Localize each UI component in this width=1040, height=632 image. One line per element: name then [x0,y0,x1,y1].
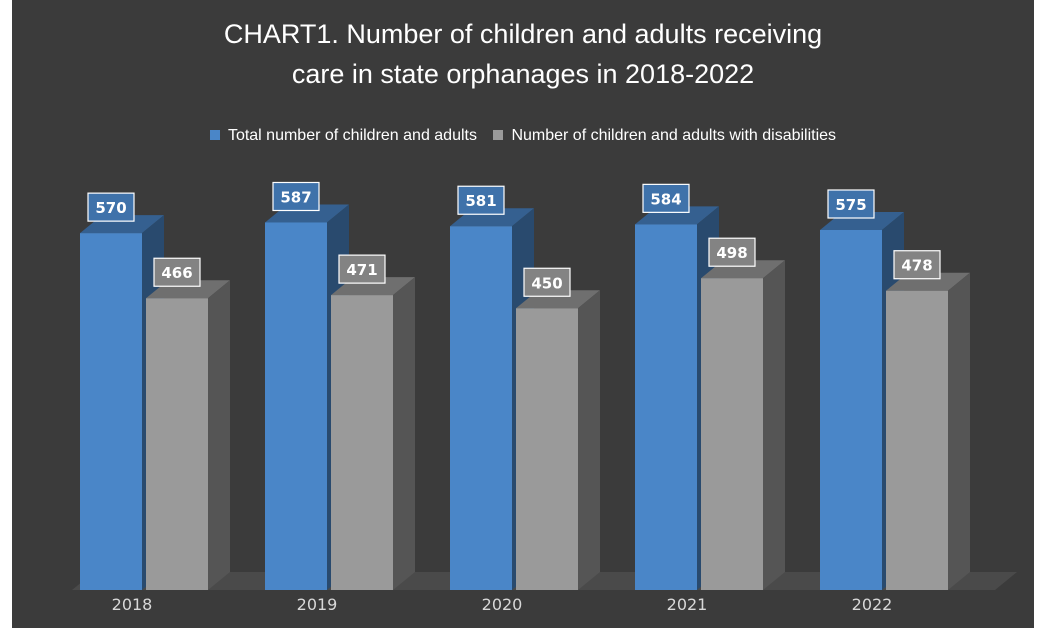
bar-side-disabilities-2021 [763,260,785,590]
data-label-disabilities-2020: 450 [531,274,562,292]
bar-disabilities-2022 [886,290,948,590]
legend-label-total: Total number of children and adults [227,127,477,144]
x-tick-label-2021: 2021 [667,595,708,614]
data-label-disabilities-2022: 478 [901,257,932,275]
bar-side-disabilities-2020 [578,290,600,590]
bar-total-2018 [80,233,142,590]
legend-label-disabilities: Number of children and adults with disab… [511,127,837,144]
data-label-box-total-2019 [272,181,320,212]
legend: Total number of children and adults Numb… [12,127,1034,145]
chart-frame: CHART1. Number of children and adults re… [12,0,1034,628]
data-label-box-total-2020 [457,185,505,215]
data-label-total-2022: 575 [835,196,866,214]
bar-disabilities-2021 [701,278,763,590]
bar-total-2022 [820,230,882,590]
legend-item-total: Total number of children and adults [209,127,477,145]
data-label-box-disabilities-2018 [153,257,201,287]
data-label-total-2018: 570 [95,199,126,217]
bar-side-disabilities-2022 [948,272,970,590]
data-label-box-total-2022 [827,189,875,219]
bar-disabilities-2020 [516,308,578,590]
plot-area: 570 466 2018 587 471 2019 581 450 2020 584 498 2021… [72,181,1017,614]
data-label-total-2020: 581 [465,192,496,210]
bar-side-disabilities-2018 [208,280,230,590]
data-label-total-2019: 587 [280,188,311,206]
legend-swatch-disabilities [493,130,504,140]
data-label-box-total-2021 [642,183,690,213]
chart-title-line-1: CHART1. Number of children and adults re… [223,19,823,49]
bar-disabilities-2019 [331,295,393,590]
data-label-disabilities-2021: 498 [716,244,747,262]
legend-swatch-total [209,130,220,140]
bar-total-2021 [635,224,697,590]
legend-item-disabilities: Number of children and adults with disab… [493,127,836,145]
data-label-box-disabilities-2022 [893,250,941,280]
bar-total-2020 [450,226,512,591]
data-label-total-2021: 584 [650,190,681,208]
data-label-disabilities-2018: 466 [161,264,192,282]
bar-total-2019 [265,222,327,591]
data-label-box-total-2018 [87,192,135,222]
data-label-disabilities-2019: 471 [346,261,377,279]
x-tick-label-2018: 2018 [112,595,153,614]
x-tick-label-2022: 2022 [852,595,893,614]
x-tick-label-2020: 2020 [482,595,523,614]
chart-title-line-2: care in state orphanages in 2018-2022 [291,59,755,89]
x-tick-label-2019: 2019 [297,595,338,614]
data-label-box-disabilities-2021 [708,237,756,267]
bar-disabilities-2018 [146,298,208,590]
data-label-box-disabilities-2020 [523,267,571,297]
bar-side-disabilities-2019 [393,277,415,590]
data-label-box-disabilities-2019 [338,254,386,284]
